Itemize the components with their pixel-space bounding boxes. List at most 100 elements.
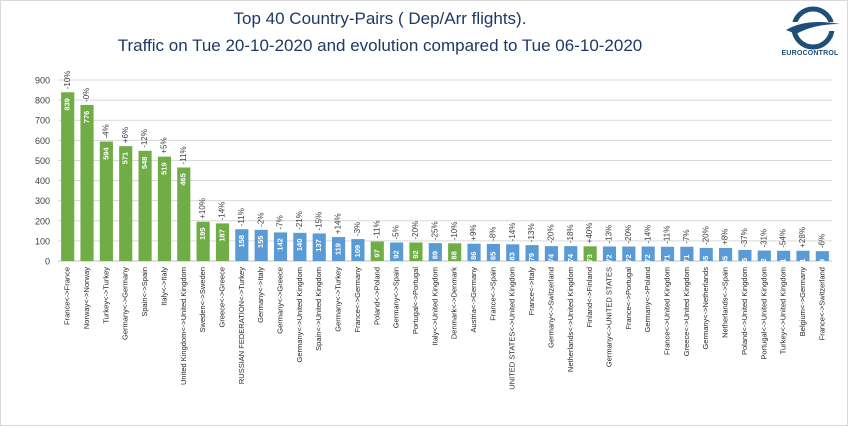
evolution-label: +5%	[160, 137, 169, 153]
bar	[138, 150, 152, 261]
evolution-label: +28%	[798, 227, 807, 248]
category-label: Austria<->Germany	[469, 267, 478, 333]
bar	[699, 247, 713, 261]
bar	[409, 242, 423, 261]
category-label: Poland<->United Kingdom	[740, 267, 749, 355]
bar	[390, 242, 404, 261]
y-tick-label: 0	[45, 257, 50, 267]
bar	[815, 251, 829, 261]
category-label: Germany<->United Kingdom	[295, 267, 304, 362]
y-tick-label: 600	[35, 136, 50, 146]
category-label: RUSSIAN FEDERATION<->Turkey	[237, 267, 246, 384]
evolution-label: +40%	[585, 223, 594, 244]
category-label: Spain<->Spain	[140, 267, 149, 317]
bar	[80, 104, 94, 261]
bar	[602, 246, 617, 261]
bars	[61, 92, 829, 261]
evolution-label: -14%	[218, 202, 227, 221]
category-label: Netherlands<->United Kingdom	[566, 267, 575, 372]
bar	[273, 232, 288, 261]
bar	[641, 246, 655, 261]
category-label: Spain<->United Kingdom	[314, 267, 323, 351]
category-label: Italy<->United Kingdom	[430, 267, 439, 345]
bar	[448, 243, 462, 261]
bar-value-label: 140	[295, 239, 304, 252]
evolution-label: -25%	[430, 221, 439, 240]
bar-value-label: 109	[353, 245, 362, 258]
y-tick-label: 300	[35, 196, 50, 206]
bar	[622, 246, 636, 261]
category-label: Germany<->Italy	[256, 267, 265, 323]
bar	[564, 246, 578, 261]
evolution-label: -13%	[527, 223, 536, 242]
bar-value-label: 92	[392, 250, 401, 258]
bar	[215, 223, 230, 261]
category-label: Greece<->Greece	[217, 267, 226, 327]
evolution-label: -8%	[488, 227, 497, 241]
bar	[738, 249, 752, 261]
category-label: Germany<->Germany	[121, 267, 130, 340]
bar	[196, 221, 210, 261]
y-tick-label: 500	[35, 156, 50, 166]
bar-value-label: 65	[701, 256, 710, 264]
bar-value-label: 55	[740, 258, 749, 266]
bar-value-label: 49	[817, 259, 826, 267]
bar-value-label: 86	[469, 252, 478, 260]
category-label: Germany<->UNITED STATES	[604, 267, 613, 367]
evolution-label: -10%	[450, 222, 459, 241]
evolution-label: -6%	[817, 234, 826, 248]
bar-value-label: 155	[256, 236, 265, 249]
evolution-label: +10%	[198, 198, 207, 219]
category-label: United Kingdom<->United Kingdom	[179, 267, 188, 385]
evolution-label: -10%	[63, 71, 72, 90]
bar-value-label: 839	[63, 98, 72, 111]
category-label: France<->Italy	[527, 267, 536, 316]
bar-value-label: 72	[624, 254, 633, 262]
category-label: France<->Portugal	[624, 267, 633, 330]
category-label: Poland<->Poland	[372, 267, 381, 325]
evolution-label: -20%	[701, 226, 710, 245]
category-label: France<->Spain	[488, 267, 497, 321]
bar	[506, 244, 520, 261]
bar-value-label: 79	[527, 253, 536, 261]
evolution-label: -31%	[759, 229, 768, 248]
category-label: Germany<->Poland	[643, 267, 652, 332]
category-label: Italy<->Italy	[159, 267, 168, 306]
category-label: Turkey<->Turkey	[101, 267, 110, 324]
bar	[428, 243, 442, 261]
bar	[119, 146, 133, 261]
bar	[99, 141, 113, 261]
logo-text: EUROCONTROL	[781, 50, 839, 57]
evolution-label: -54%	[779, 229, 788, 248]
category-label: Germany<->Turkey	[334, 267, 343, 332]
category-label: France<->Switzerland	[817, 267, 826, 340]
category-label: Denmark<->Denmark	[450, 267, 459, 339]
evolution-label: -20%	[547, 224, 556, 243]
bar	[293, 232, 307, 261]
bar	[525, 245, 539, 261]
evolution-label: +9%	[469, 224, 478, 240]
y-tick-label: 900	[35, 76, 50, 86]
evolution-label: -20%	[411, 221, 420, 240]
y-tick-label: 100	[35, 236, 50, 246]
category-label: Netherlands<->Spain	[721, 267, 730, 338]
bar-value-label: 158	[237, 235, 246, 248]
evolution-label: -7%	[682, 229, 691, 243]
category-label: Germany<->Spain	[392, 267, 401, 328]
evolution-label: -11%	[179, 146, 188, 164]
y-tick-label: 700	[35, 116, 50, 126]
bar-value-label: 776	[82, 111, 91, 124]
gridlines	[58, 79, 832, 262]
bar-value-label: 52	[759, 258, 768, 266]
bar-value-label: 71	[682, 255, 691, 263]
bar	[796, 250, 810, 261]
bar	[254, 229, 268, 261]
evolution-label: -2%	[256, 213, 265, 227]
bar-value-label: 72	[643, 254, 652, 262]
bar	[660, 246, 675, 261]
category-label: Norway<->Norway	[82, 267, 91, 329]
evolution-label: -20%	[624, 225, 633, 244]
category-label: France<->France	[63, 267, 72, 325]
bar	[486, 243, 500, 261]
